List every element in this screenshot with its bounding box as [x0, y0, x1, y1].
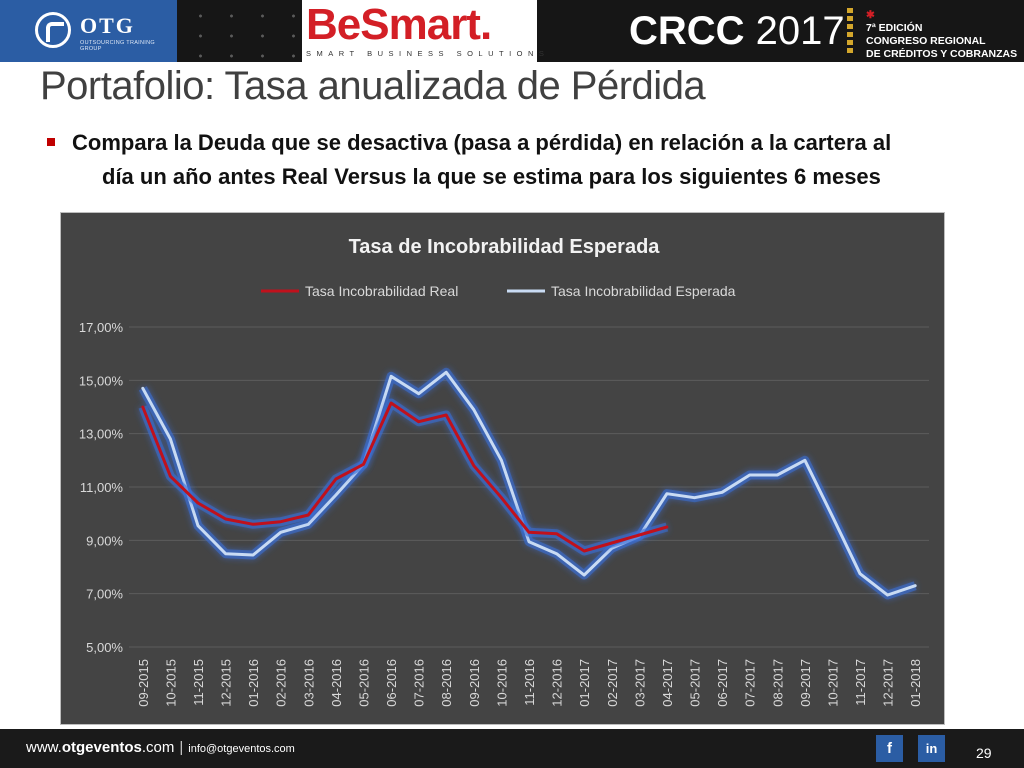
x-tick-label: 11-2016: [522, 659, 537, 706]
event-edition: 7ª EDICIÓN: [866, 22, 923, 34]
x-tick-label: 11-2015: [191, 659, 206, 706]
y-axis: 5,00% 7,00% 9,00% 11,00% 13,00% 15,00% 17,00%: [79, 320, 124, 655]
page-number: 29: [976, 745, 992, 761]
x-tick-label: 06-2017: [715, 659, 730, 707]
x-tick-label: 01-2018: [908, 659, 923, 707]
y-tick-label: 9,00%: [86, 533, 123, 548]
footer-url-domain: otgeventos: [61, 739, 142, 756]
footer-separator: |: [179, 739, 184, 756]
x-tick-label: 08-2017: [770, 659, 785, 707]
y-tick-label: 5,00%: [86, 640, 123, 655]
x-tick-label: 04-2016: [329, 659, 344, 707]
x-tick-label: 08-2016: [439, 659, 454, 707]
x-tick-label: 10-2015: [163, 659, 178, 707]
chart-series: [138, 367, 917, 600]
dot-pattern: [177, 0, 302, 62]
y-tick-label: 15,00%: [79, 373, 124, 388]
besmart-logo-tagline: SMART BUSINESS SOLUTIONS: [306, 49, 550, 58]
crcc-logo-name: CRCC: [629, 9, 745, 53]
star-icon: ✱: [866, 9, 875, 21]
legend-label: Tasa Incobrabilidad Esperada: [551, 283, 736, 299]
chart-gridlines: [129, 326, 929, 648]
bullet-line-1: Compara la Deuda que se desactiva (pasa …: [72, 130, 892, 155]
x-tick-label: 10-2016: [494, 659, 509, 707]
series-glow: [138, 398, 669, 556]
footer-contact: www.otgeventos.com | info@otgeventos.com: [26, 739, 295, 756]
chart-title: Tasa de Incobrabilidad Esperada: [349, 236, 661, 258]
x-tick-label: 01-2017: [577, 659, 592, 707]
series-glow: [138, 367, 917, 600]
x-tick-label: 04-2017: [660, 659, 675, 707]
footer-url-prefix: www.: [26, 739, 62, 756]
x-tick-label: 11-2017: [853, 659, 868, 706]
x-tick-label: 02-2017: [605, 659, 620, 707]
y-tick-label: 7,00%: [86, 587, 123, 602]
chart-area: Tasa de Incobrabilidad Esperada 5,00% 7,0…: [60, 212, 945, 725]
crcc-logo: CRCC 2017: [629, 9, 845, 54]
y-tick-label: 13,00%: [79, 427, 124, 442]
x-tick-label: 06-2016: [384, 659, 399, 707]
crcc-divider: [847, 8, 853, 56]
header-banner: OTG OUTSOURCING TRAINING GROUP BeSmart. …: [0, 0, 1024, 62]
event-details: ✱ 7ª EDICIÓN CONGRESO REGIONAL DE CRÉDITO…: [866, 9, 1017, 61]
y-tick-label: 17,00%: [79, 320, 124, 335]
x-axis: 09-2015 10-2015 11-2015 12-2015 01-2016 02-20…: [136, 659, 923, 707]
x-tick-label: 09-2015: [136, 659, 151, 707]
otg-logo-icon: [35, 12, 71, 48]
crcc-logo-year: 2017: [755, 9, 845, 53]
series-line-esperada: [141, 370, 917, 597]
footer-email: info@otgeventos.com: [188, 743, 295, 755]
series-line-real: [141, 401, 669, 553]
event-topic: DE CRÉDITOS Y COBRANZAS: [866, 48, 1018, 60]
x-tick-label: 12-2016: [550, 659, 565, 707]
y-tick-label: 11,00%: [80, 480, 124, 495]
x-tick-label: 01-2016: [246, 659, 261, 707]
linkedin-icon[interactable]: in: [918, 735, 945, 762]
x-tick-label: 03-2016: [301, 659, 316, 707]
besmart-logo-name: BeSmart.: [306, 0, 492, 49]
x-tick-label: 07-2017: [743, 659, 758, 707]
x-tick-label: 12-2015: [219, 659, 234, 707]
facebook-icon[interactable]: f: [876, 735, 903, 762]
otg-logo: OTG OUTSOURCING TRAINING GROUP: [0, 0, 177, 62]
x-tick-label: 12-2017: [881, 659, 896, 707]
x-tick-label: 07-2016: [412, 659, 427, 707]
otg-logo-subtitle: OUTSOURCING TRAINING GROUP: [80, 40, 155, 52]
bullet-line-2: día un año antes Real Versus la que se e…: [102, 164, 881, 189]
besmart-logo: BeSmart. SMART BUSINESS SOLUTIONS: [302, 0, 544, 62]
x-tick-label: 05-2016: [356, 659, 371, 707]
x-tick-label: 10-2017: [825, 659, 840, 707]
x-tick-label: 05-2017: [688, 659, 703, 707]
legend-label: Tasa Incobrabilidad Real: [305, 283, 458, 299]
slide-title: Portafolio: Tasa anualizada de Pérdida: [40, 64, 706, 108]
line-chart: Tasa de Incobrabilidad Esperada 5,00% 7,0…: [79, 236, 929, 707]
x-tick-label: 09-2016: [467, 659, 482, 707]
x-tick-label: 09-2017: [798, 659, 813, 707]
event-congress: CONGRESO REGIONAL: [866, 35, 986, 47]
otg-logo-name: OTG: [80, 13, 135, 38]
x-tick-label: 03-2017: [632, 659, 647, 707]
chart-legend: Tasa Incobrabilidad Real Tasa Incobrabili…: [261, 283, 736, 299]
x-tick-label: 02-2016: [274, 659, 289, 707]
bullet-square-icon: [47, 138, 55, 146]
footer-url-suffix: .com: [141, 739, 175, 756]
footer-bar: www.otgeventos.com | info@otgeventos.com: [0, 729, 1024, 768]
bullet-text: Compara la Deuda que se desactiva (pasa …: [72, 126, 1012, 194]
